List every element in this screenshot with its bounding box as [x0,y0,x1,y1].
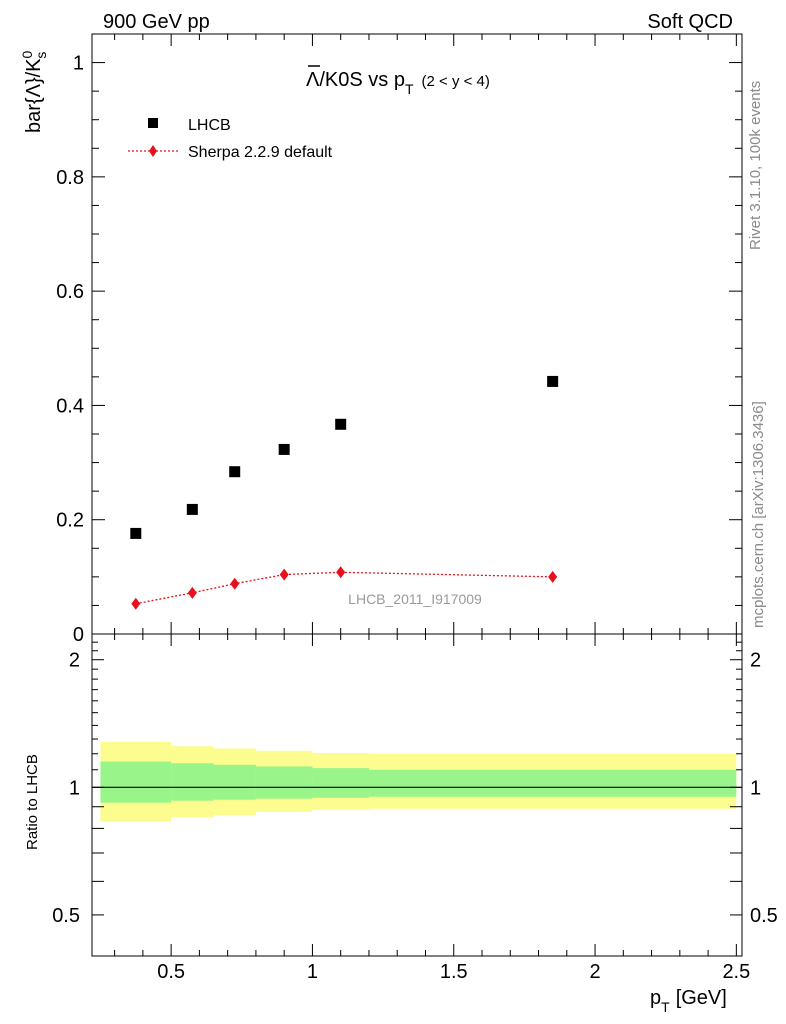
sherpa-data-point [131,597,141,610]
x-tick-label: 2 [589,961,600,983]
header-left-label: 900 GeV pp [103,11,210,33]
y-tick-label: 0.6 [56,281,84,303]
ratio-y-tick-label-right: 1 [750,777,761,799]
legend-marker-sherpa [149,145,157,157]
x-tick-label: 1.5 [440,961,468,983]
sherpa-data-point [187,586,197,599]
rivet-version-label: Rivet 3.1.10, 100k events [747,81,764,250]
sherpa-data-point [548,570,558,583]
legend-label-lhcb: LHCB [188,117,231,134]
ratio-inner-band [368,769,737,797]
main-plot-title: Λ/K0S vs pT (2 < y < 4) [306,69,490,97]
y-tick-label: 0.4 [56,395,84,417]
ratio-y-tick-label-right: 0.5 [750,905,778,927]
source-label: mcplots.cern.ch [arXiv:1306.3436] [750,401,767,628]
main-plot-marks [130,375,559,610]
x-tick-label: 2.5 [722,961,750,983]
legend-label-sherpa: Sherpa 2.2.9 default [188,144,333,161]
ratio-y-tick-label-right: 2 [750,650,761,672]
sherpa-series-line [135,571,553,605]
y-tick-label: 1 [73,53,84,75]
sherpa-data-point [230,577,240,590]
ratio-plot-frame [91,633,743,957]
lhcb-data-point [186,503,198,515]
main-plot-axes: 0 0.2 0.4 0.6 0.8 1 [56,33,742,646]
ratio-plot-marks [92,741,742,822]
lhcb-data-point [335,418,347,430]
legend: LHCB Sherpa 2.2.9 default [128,117,333,161]
ratio-y-tick-label-left: 0.5 [52,905,80,927]
x-tick-label: 0.5 [157,961,185,983]
sherpa-data-point [279,568,289,581]
ylabel-main: bar{Λ}/K [23,58,45,133]
ylabel-sub: s [33,52,49,59]
title-sub: T [405,81,414,97]
y-tick-label: 0.8 [56,167,84,189]
main-plot-panel: 0 0.2 0.4 0.6 0.8 1 Λ/K0S vs pT (2 < y < 4) ba… [19,33,743,646]
header-right-label: Soft QCD [647,11,733,33]
title-range: (2 < y < 4) [422,73,490,90]
lhcb-data-point [130,527,142,539]
sherpa-data-point [336,566,346,579]
title-main: Λ/K0S vs p [306,69,405,91]
xlabel-main: p [650,987,661,1009]
analysis-watermark: LHCB_2011_I917009 [348,591,482,607]
ratio-inner-band [255,766,313,799]
y-tick-label: 0 [73,624,84,646]
xlabel-sub: T [661,999,670,1015]
ylabel-sup: 0 [19,50,35,58]
ratio-y-tick-label-left: 2 [69,650,80,672]
ratio-inner-band [171,763,214,801]
lhcb-data-point [278,443,290,455]
x-axis-label: pT [GeV] [650,987,727,1015]
y-tick-label: 0.2 [56,510,84,532]
legend-marker-lhcb [148,118,158,128]
ratio-plot-panel: 0.5 0.5 1 1 2 2 0.5 1 1.5 2 2.5 Ratio to LHCB pT [G… [24,633,778,1015]
ratio-y-tick-label-left: 1 [69,777,80,799]
lhcb-data-point [547,375,559,387]
x-tick-label: 1 [307,961,318,983]
lhcb-data-point [229,466,241,478]
ratio-y-axis-label: Ratio to LHCB [24,754,41,850]
ratio-inner-band [100,761,172,803]
ratio-inner-band [312,768,369,798]
ratio-plot-axes: 0.5 0.5 1 1 2 2 0.5 1 1.5 2 2.5 [52,634,778,983]
ratio-inner-band [213,764,256,800]
xlabel-unit: [GeV] [676,987,727,1009]
main-y-axis-label: bar{Λ}/K0s [19,50,49,133]
